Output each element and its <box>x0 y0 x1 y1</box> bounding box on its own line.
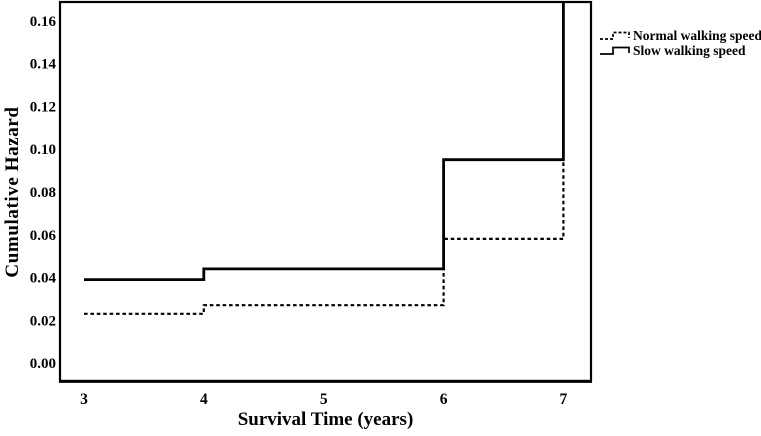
y-tick-label: 0.06 <box>30 228 57 244</box>
y-tick-label: 0.10 <box>30 142 56 158</box>
x-tick-label: 5 <box>320 391 328 408</box>
y-tick-label: 0.12 <box>30 99 56 115</box>
legend-label-normal: Normal walking speed <box>633 27 761 43</box>
plot-border <box>58 0 593 383</box>
y-tick-label: 0.00 <box>30 356 56 372</box>
series-solid-line <box>84 2 565 281</box>
series-dashed-line <box>84 2 565 315</box>
legend-item-slow: Slow walking speed <box>600 43 761 58</box>
y-tick-label: 0.16 <box>30 14 57 30</box>
y-axis-title: Cumulative Hazard <box>2 106 23 278</box>
y-tick-label: 0.14 <box>30 57 57 73</box>
y-tick-label: 0.04 <box>30 271 57 287</box>
legend-label-slow: Slow walking speed <box>633 42 746 58</box>
y-tick-label: 0.02 <box>30 313 56 329</box>
legend-item-normal: Normal walking speed <box>600 28 761 43</box>
x-tick-label: 4 <box>200 391 208 408</box>
solid-step-icon <box>600 46 630 55</box>
x-axis-title: Survival Time (years) <box>237 409 414 430</box>
x-tick-label: 7 <box>560 391 568 408</box>
x-tick-label: 3 <box>80 391 88 408</box>
dashed-step-icon <box>600 31 630 40</box>
legend: Normal walking speed Slow walking speed <box>600 28 761 58</box>
x-tick-label: 6 <box>440 391 448 408</box>
y-tick-label: 0.08 <box>30 185 56 201</box>
